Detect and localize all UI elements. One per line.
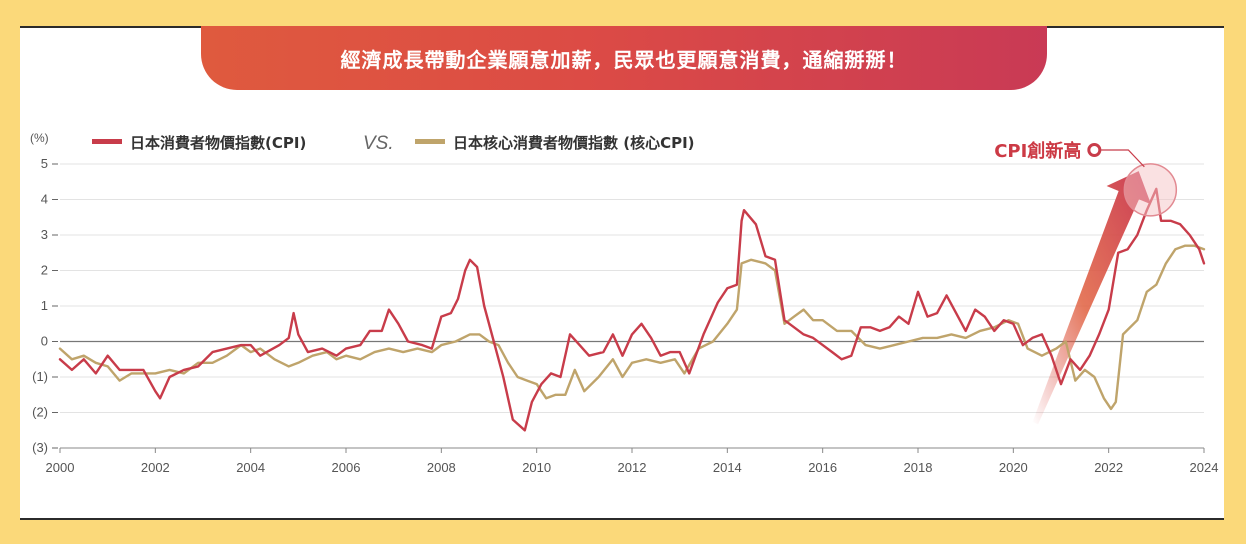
- x-tick-label: 2008: [427, 460, 456, 475]
- x-tick-label: 2018: [904, 460, 933, 475]
- x-tick-label: 2012: [618, 460, 647, 475]
- bottom-border: [20, 518, 1224, 520]
- x-tick-label: 2000: [46, 460, 75, 475]
- x-tick-label: 2002: [141, 460, 170, 475]
- trend-arrow: [1032, 171, 1152, 425]
- y-tick-label: 3: [41, 227, 48, 242]
- x-tick-label: 2024: [1190, 460, 1219, 475]
- y-tick-label: 2: [41, 263, 48, 278]
- x-tick-label: 2016: [808, 460, 837, 475]
- callout-leader-line: [1100, 149, 1145, 168]
- legend-label-cpi: 日本消費者物價指數(CPI): [130, 134, 306, 152]
- legend: 日本消費者物價指數(CPI) VS. 日本核心消費者物價指數 (核心CPI): [92, 133, 695, 154]
- x-tick-label: 2020: [999, 460, 1028, 475]
- x-tick-label: 2022: [1094, 460, 1123, 475]
- legend-vs: VS.: [363, 133, 394, 154]
- y-tick-label: (3): [32, 440, 48, 455]
- cpi-line-chart: (%) 日本消費者物價指數(CPI) VS. 日本核心消費者物價指數 (核心CP…: [30, 131, 1219, 475]
- grid: [60, 163, 1204, 449]
- chart-card: 經濟成長帶動企業願意加薪，民眾也更願意消費，通縮掰掰！ (%) 日本消費者物價指…: [20, 26, 1224, 520]
- y-tick-label: (2): [32, 405, 48, 420]
- x-tick-label: 2014: [713, 460, 742, 475]
- callout-label: CPI創新高: [994, 140, 1081, 162]
- cpi-series-line: [58, 187, 1206, 432]
- y-tick-label: 5: [41, 156, 48, 171]
- legend-swatch-core-cpi: [415, 139, 445, 144]
- callout-marker: [1087, 143, 1102, 157]
- y-axis: 5 4 3 2 1 0 (1) (2) (3): [32, 156, 58, 455]
- headline-text: 經濟成長帶動企業願意加薪，民眾也更願意消費，通縮掰掰！: [340, 47, 908, 72]
- y-tick-label: 0: [41, 334, 48, 349]
- y-tick-label: 4: [41, 192, 48, 207]
- x-tick-label: 2006: [332, 460, 361, 475]
- headline-banner: 經濟成長帶動企業願意加薪，民眾也更願意消費，通縮掰掰！: [201, 26, 1047, 90]
- legend-swatch-cpi: [92, 139, 122, 144]
- y-tick-label: 1: [41, 298, 48, 313]
- y-unit-label: (%): [30, 131, 49, 145]
- y-tick-label: (1): [32, 369, 48, 384]
- x-tick-label: 2010: [522, 460, 551, 475]
- x-tick-label: 2004: [236, 460, 265, 475]
- legend-label-core-cpi: 日本核心消費者物價指數 (核心CPI): [453, 134, 695, 152]
- series-lines: [58, 187, 1206, 432]
- x-axis: 2000 2002 2004 2006 2008 2010 2012 2014 2016 2018…: [46, 447, 1219, 475]
- cpi-high-callout: CPI創新高: [994, 140, 1178, 217]
- peak-highlight-circle: [1123, 163, 1178, 217]
